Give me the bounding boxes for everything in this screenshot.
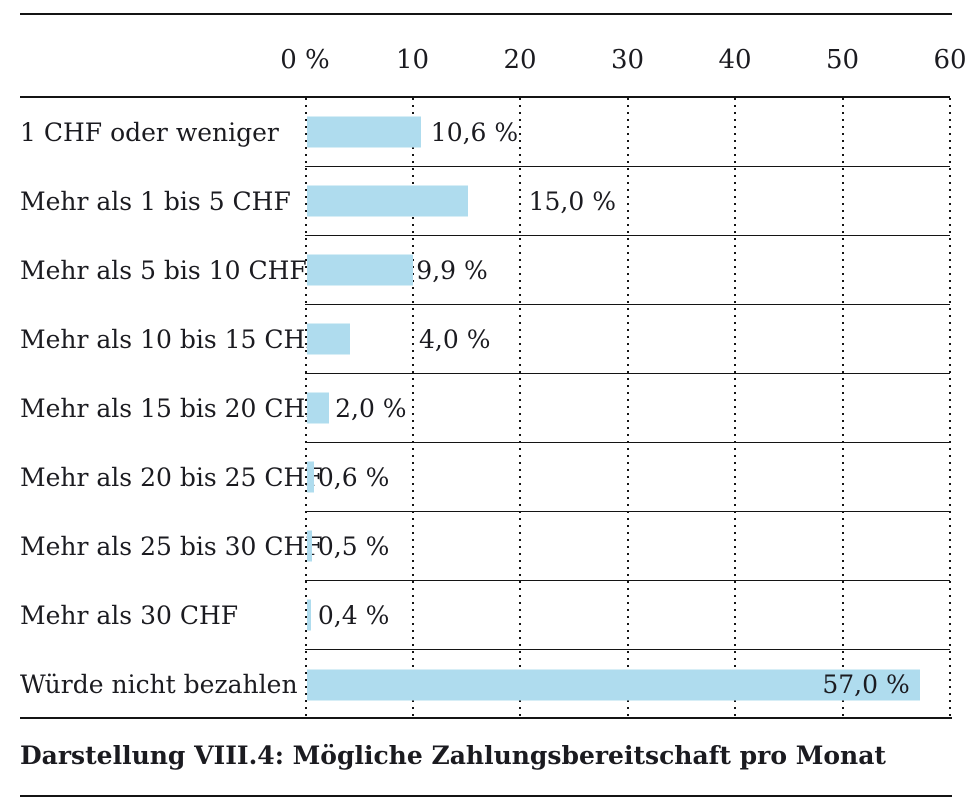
chart-row: 1 CHF oder weniger 10,6 %: [20, 98, 950, 167]
x-axis-tick: 30: [610, 45, 645, 75]
x-axis: 0 % 10 20 30 40 50 60: [280, 44, 966, 76]
figure-caption: Darstellung VIII.4: Mögliche Zahlungsber…: [20, 741, 886, 770]
bar: [307, 323, 350, 355]
value-label: 2,0 %: [335, 393, 407, 423]
plot-cell: 4,0 %: [305, 305, 950, 374]
bar: [307, 669, 920, 700]
bar: [307, 392, 329, 424]
x-axis-tick: 50: [825, 45, 860, 75]
category-label: Würde nicht bezahlen: [20, 670, 298, 699]
value-label: 4,0 %: [419, 324, 491, 354]
chart-row: Mehr als 25 bis 30 CHF 0,5 %: [20, 512, 950, 581]
category-label: Mehr als 1 bis 5 CHF: [20, 187, 291, 216]
chart-row: Mehr als 5 bis 10 CHF 9,9 %: [20, 236, 950, 305]
value-label: 0,6 %: [317, 462, 390, 492]
plot-cell: 9,9 %: [305, 236, 950, 305]
bar: [307, 530, 313, 562]
x-axis-tick: 40: [718, 45, 752, 75]
category-label: Mehr als 20 bis 25 CHF: [20, 463, 323, 492]
bar-chart: 1 CHF oder weniger 10,6 % Mehr als 1 bis…: [20, 96, 951, 719]
bar: [307, 254, 414, 286]
plot-cell: 10,6 %: [305, 98, 950, 167]
x-axis-tick: 60: [933, 45, 967, 75]
category-label: 1 CHF oder weniger: [20, 118, 279, 147]
plot-cell: 15,0 %: [305, 167, 950, 236]
bar: [307, 461, 314, 493]
chart-row: Mehr als 10 bis 15 CHF 4,0 %: [20, 305, 950, 374]
category-label: Mehr als 25 bis 30 CHF: [20, 532, 323, 561]
top-rule: [20, 13, 952, 15]
chart-row: Würde nicht bezahlen 57,0 %: [20, 650, 950, 719]
bar: [307, 185, 469, 217]
value-label: 15,0 %: [528, 186, 616, 216]
value-label: 0,4 %: [317, 600, 390, 630]
plot-cell: 57,0 %: [305, 650, 950, 719]
chart-row: Mehr als 15 bis 20 CHF 2,0 %: [20, 374, 950, 443]
chart-row: Mehr als 1 bis 5 CHF 15,0 %: [20, 167, 950, 236]
plot-cell: 0,6 %: [305, 443, 950, 512]
value-label: 0,5 %: [317, 531, 390, 561]
plot-cell: 2,0 %: [305, 374, 950, 443]
chart-row: Mehr als 20 bis 25 CHF 0,6 %: [20, 443, 950, 512]
category-label: Mehr als 15 bis 20 CHF: [20, 394, 323, 423]
page-bottom-rule: [20, 795, 952, 797]
x-axis-tick: 0 %: [280, 45, 330, 75]
x-axis-tick: 10: [395, 45, 430, 75]
value-label: 57,0 %: [822, 670, 910, 699]
plot-cell: 0,5 %: [305, 512, 950, 581]
category-label: Mehr als 10 bis 15 CHF: [20, 325, 323, 354]
bar: [307, 599, 312, 631]
x-axis-tick: 20: [503, 45, 537, 75]
value-label: 10,6 %: [430, 117, 519, 147]
category-label: Mehr als 5 bis 10 CHF: [20, 256, 307, 285]
category-label: Mehr als 30 CHF: [20, 601, 239, 630]
chart-row: Mehr als 30 CHF 0,4 %: [20, 581, 950, 650]
chart-bottom-rule: [20, 717, 952, 719]
plot-cell: 0,4 %: [305, 581, 950, 650]
bar: [307, 116, 421, 148]
value-label: 9,9 %: [416, 255, 488, 285]
